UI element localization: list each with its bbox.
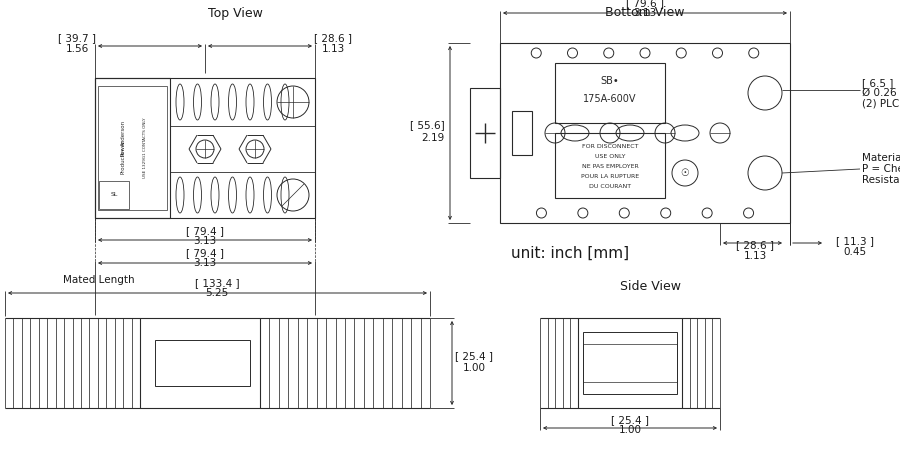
Bar xyxy=(155,340,250,386)
Text: Bottom View: Bottom View xyxy=(605,7,685,20)
Bar xyxy=(500,43,790,223)
Text: SL: SL xyxy=(111,192,118,197)
Text: Ø 0.26: Ø 0.26 xyxy=(862,88,896,98)
Bar xyxy=(555,133,665,198)
Text: 1.13: 1.13 xyxy=(743,251,767,261)
Bar xyxy=(512,111,532,155)
Text: 175A-600V: 175A-600V xyxy=(583,94,637,104)
Text: Material ID: Material ID xyxy=(862,153,900,163)
Bar xyxy=(95,78,170,218)
Text: [ 133.4 ]: [ 133.4 ] xyxy=(194,278,239,288)
Text: DU COURANT: DU COURANT xyxy=(589,183,631,189)
Text: 5.25: 5.25 xyxy=(205,288,229,298)
Text: [ 28.6 ]: [ 28.6 ] xyxy=(736,240,774,250)
Text: 3.13: 3.13 xyxy=(634,8,657,18)
Text: 3.13: 3.13 xyxy=(194,258,217,268)
Text: Products•: Products• xyxy=(121,146,125,174)
Text: Side View: Side View xyxy=(619,279,680,292)
Text: [ 28.6 ]: [ 28.6 ] xyxy=(314,33,352,43)
Text: POUR LA RUPTURE: POUR LA RUPTURE xyxy=(580,174,639,178)
Text: [ 25.4 ]: [ 25.4 ] xyxy=(455,351,493,361)
Text: [ 79.6 ]: [ 79.6 ] xyxy=(626,0,664,8)
Text: 1.00: 1.00 xyxy=(618,425,642,435)
Text: [ 11.3 ]: [ 11.3 ] xyxy=(836,236,874,246)
Bar xyxy=(98,86,167,210)
Text: [ 79.4 ]: [ 79.4 ] xyxy=(186,248,224,258)
Text: USE ONLY: USE ONLY xyxy=(595,154,625,159)
Text: [ 6.5 ]: [ 6.5 ] xyxy=(862,78,894,88)
Bar xyxy=(583,344,677,382)
Text: NE PAS EMPLOYER: NE PAS EMPLOYER xyxy=(581,163,638,168)
Bar xyxy=(99,181,129,209)
Text: FOR DISCONNECT: FOR DISCONNECT xyxy=(581,144,638,148)
Bar xyxy=(578,318,682,408)
Bar xyxy=(140,318,260,408)
Bar xyxy=(555,63,665,123)
Text: Mated Length: Mated Length xyxy=(63,275,135,285)
Text: 1.13: 1.13 xyxy=(321,44,345,54)
Text: [ 55.6]: [ 55.6] xyxy=(410,120,445,130)
Text: 1.56: 1.56 xyxy=(66,44,88,54)
Text: P = Chemical: P = Chemical xyxy=(862,164,900,174)
Text: [ 39.7 ]: [ 39.7 ] xyxy=(58,33,96,43)
Text: (2) PLC'S: (2) PLC'S xyxy=(862,98,900,108)
Text: 2.19: 2.19 xyxy=(422,133,445,143)
Text: 0.45: 0.45 xyxy=(843,247,867,257)
Text: [ 25.4 ]: [ 25.4 ] xyxy=(611,415,649,425)
Text: USE 1329G1 CONTACTS ONLY: USE 1329G1 CONTACTS ONLY xyxy=(143,117,147,178)
Text: [ 79.4 ]: [ 79.4 ] xyxy=(186,226,224,236)
Text: unit: inch [mm]: unit: inch [mm] xyxy=(511,246,629,261)
Text: 1.00: 1.00 xyxy=(463,363,485,373)
Text: ☉: ☉ xyxy=(680,168,689,178)
Text: SB•: SB• xyxy=(600,76,619,86)
Bar xyxy=(583,332,677,394)
Bar xyxy=(95,78,315,218)
Text: Anderson: Anderson xyxy=(121,120,125,146)
Text: Power: Power xyxy=(121,140,125,156)
Text: 3.13: 3.13 xyxy=(194,236,217,246)
Text: Resistant: Resistant xyxy=(862,175,900,185)
Text: Top View: Top View xyxy=(208,7,263,20)
Bar xyxy=(470,88,500,178)
